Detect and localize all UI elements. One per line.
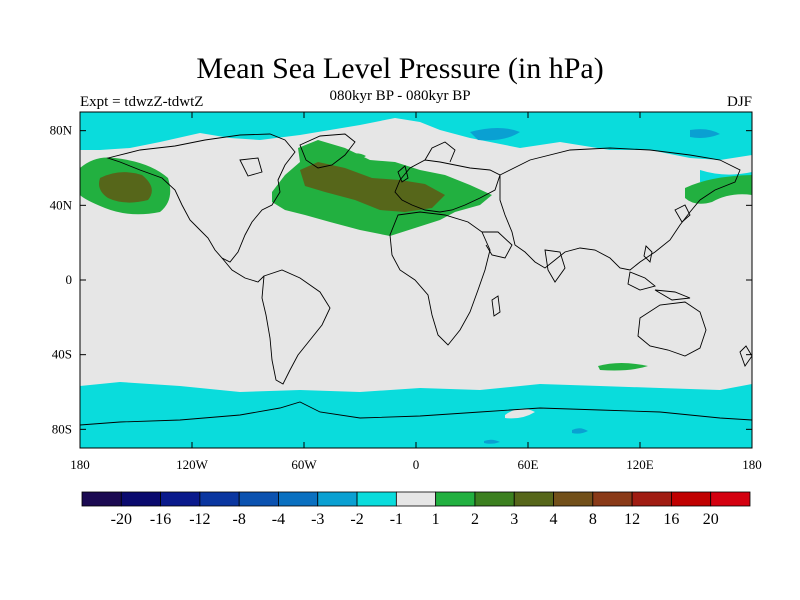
colorbar-label: -1 [390, 511, 403, 528]
colorbar-label: -4 [272, 511, 285, 528]
colorbar-swatch [199, 491, 240, 507]
south-indian-green [598, 363, 648, 371]
map-plot [80, 112, 752, 448]
colorbar-label: 12 [624, 511, 640, 528]
experiment-label: Expt = tdwzZ-tdwtZ [80, 94, 204, 110]
colorbar-swatch [278, 491, 319, 507]
map-title: Mean Sea Level Pressure (in hPa) [196, 52, 604, 85]
lat-tick-label: 40S [52, 347, 72, 362]
north-atlantic-brown [300, 162, 445, 212]
colorbar-label: -3 [311, 511, 324, 528]
colorbar-swatch [238, 491, 279, 507]
north-atlantic-green-patch [342, 153, 366, 163]
colorbar-label: 4 [550, 511, 558, 528]
southern-blue-patch-2 [484, 439, 500, 444]
colorbar-label: -2 [350, 511, 363, 528]
colorbar-swatch [513, 491, 554, 507]
lon-tick-label: 0 [413, 457, 420, 472]
southern-grey-patch [505, 408, 535, 419]
southern-blue-patch [572, 428, 588, 434]
arctic-blue-patch [470, 128, 520, 141]
colorbar-swatch [395, 491, 437, 507]
colorbar-swatch [553, 491, 594, 507]
arctic-cyan-band [80, 112, 752, 160]
colorbar: -20 -16 -12 -8 -4 -3 -2 -1 1 2 3 4 8 12 16 20 [81, 491, 751, 528]
lon-tick-label: 60E [518, 457, 539, 472]
colorbar-label: 1 [432, 511, 440, 528]
colorbar-swatch [631, 491, 672, 507]
colorbar-swatch [671, 491, 712, 507]
colorbar-label: 3 [510, 511, 518, 528]
lat-tick-label: 80S [52, 421, 72, 436]
lon-tick-label: 180 [70, 457, 90, 472]
coastlines [80, 133, 752, 426]
colorbar-swatch [592, 491, 633, 507]
colorbar-swatch [160, 491, 201, 507]
colorbar-label: 20 [703, 511, 719, 528]
colorbar-label: -8 [233, 511, 246, 528]
lat-tick-label: 0 [66, 272, 73, 287]
lat-tick-label: 40N [50, 197, 73, 212]
colorbar-label: -12 [189, 511, 210, 528]
lon-tick-label: 60W [291, 457, 317, 472]
colorbar-swatch [474, 491, 515, 507]
north-pacific-brown [99, 172, 152, 203]
colorbar-label: 8 [589, 511, 597, 528]
colorbar-label: 16 [663, 511, 679, 528]
lon-tick-label: 120E [626, 457, 654, 472]
colorbar-swatch [710, 491, 751, 507]
colorbar-swatch [120, 491, 161, 507]
map-ticks: 180 120W 60W 0 60E 120E 180 80N 40N 0 40S 80S [50, 112, 762, 472]
colorbar-label: -20 [111, 511, 132, 528]
colorbar-label: 2 [471, 511, 479, 528]
colorbar-label: -16 [150, 511, 171, 528]
colorbar-swatch [81, 491, 122, 507]
lon-tick-label: 120W [176, 457, 209, 472]
lat-tick-label: 80N [50, 123, 73, 138]
southern-ocean-cyan-band [80, 382, 752, 448]
colorbar-swatch [356, 491, 397, 507]
lon-tick-label: 180 [742, 457, 762, 472]
season-label: DJF [726, 94, 752, 110]
colorbar-swatch [435, 491, 476, 507]
colorbar-swatch [317, 491, 358, 507]
arctic-blue-patch-2 [690, 129, 720, 138]
map-subtitle: 080kyr BP - 080kyr BP [329, 88, 471, 104]
